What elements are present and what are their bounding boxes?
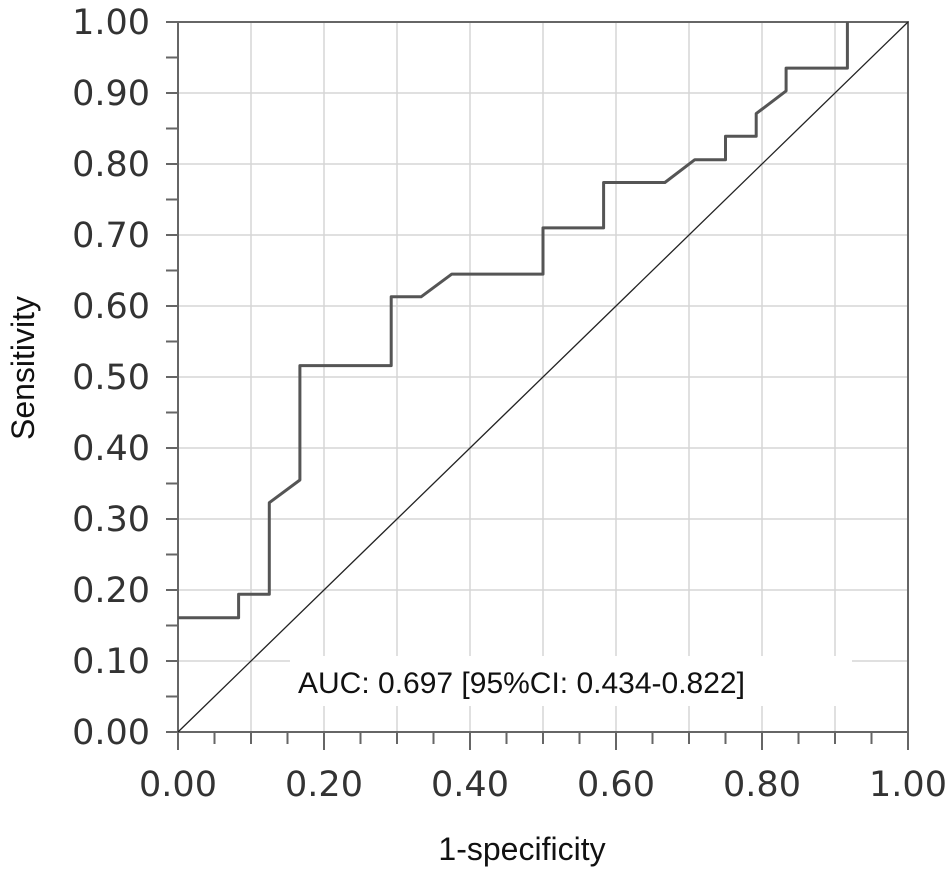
reference-diagonal <box>177 21 909 733</box>
y-tick-label: 0.60 <box>72 287 150 327</box>
x-tick-labels: 0.00 0.20 0.40 0.60 0.80 1.00 <box>139 765 945 805</box>
auc-annotation: AUC: 0.697 [95%CI: 0.434-0.822] <box>298 667 745 700</box>
annotation-box <box>290 656 852 706</box>
y-tick-label: 0.40 <box>72 429 150 469</box>
y-tick-label: 0.00 <box>72 713 150 753</box>
roc-curve <box>178 22 849 620</box>
x-tick-label: 0.00 <box>139 765 217 805</box>
y-tick-label: 0.50 <box>72 358 150 398</box>
y-tick-label: 1.00 <box>72 3 150 43</box>
y-tick-label: 0.70 <box>72 216 150 256</box>
y-tick-label: 0.20 <box>72 571 150 611</box>
y-tick-label: 0.30 <box>72 500 150 540</box>
x-tick-label: 0.40 <box>431 765 509 805</box>
x-tick-label: 0.60 <box>577 765 655 805</box>
y-tick-labels: 0.00 0.10 0.20 0.30 0.40 0.50 0.60 0.70 0.80 0.90… <box>72 3 150 753</box>
y-tick-label: 0.90 <box>72 74 150 114</box>
y-axis-title: Sensitivity <box>5 296 41 440</box>
x-tick-label: 0.20 <box>285 765 363 805</box>
minor-ticks <box>166 21 909 750</box>
y-tick-label: 0.80 <box>72 145 150 185</box>
x-axis-title: 1-specificity <box>438 831 605 867</box>
x-tick-label: 1.00 <box>869 765 945 805</box>
y-tick-label: 0.10 <box>72 642 150 682</box>
x-tick-label: 0.80 <box>723 765 801 805</box>
